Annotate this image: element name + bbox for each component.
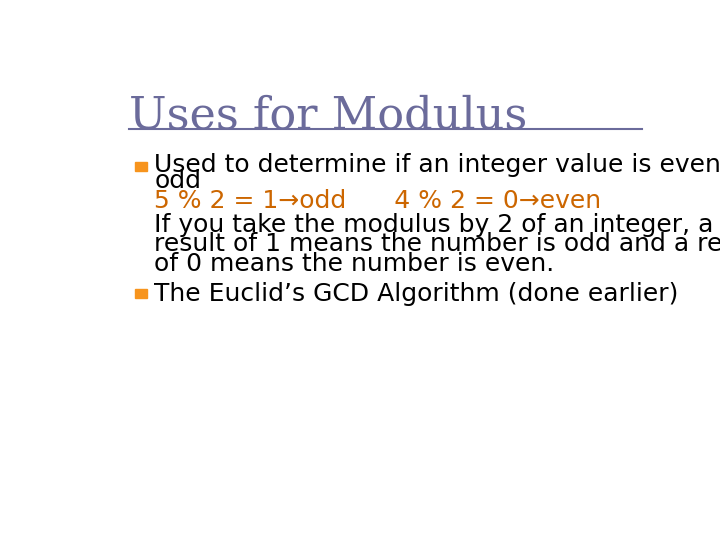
FancyBboxPatch shape: [135, 289, 147, 299]
Text: result of 1 means the number is odd and a result: result of 1 means the number is odd and …: [154, 232, 720, 256]
Text: Uses for Modulus: Uses for Modulus: [129, 94, 527, 137]
Text: Used to determine if an integer value is even or: Used to determine if an integer value is…: [154, 153, 720, 178]
Text: The Euclid’s GCD Algorithm (done earlier): The Euclid’s GCD Algorithm (done earlier…: [154, 282, 678, 306]
Text: If you take the modulus by 2 of an integer, a: If you take the modulus by 2 of an integ…: [154, 213, 714, 237]
Text: odd: odd: [154, 169, 201, 193]
FancyBboxPatch shape: [135, 161, 147, 171]
Text: 5 % 2 = 1→odd      4 % 2 = 0→even: 5 % 2 = 1→odd 4 % 2 = 0→even: [154, 189, 601, 213]
Text: of 0 means the number is even.: of 0 means the number is even.: [154, 252, 554, 276]
